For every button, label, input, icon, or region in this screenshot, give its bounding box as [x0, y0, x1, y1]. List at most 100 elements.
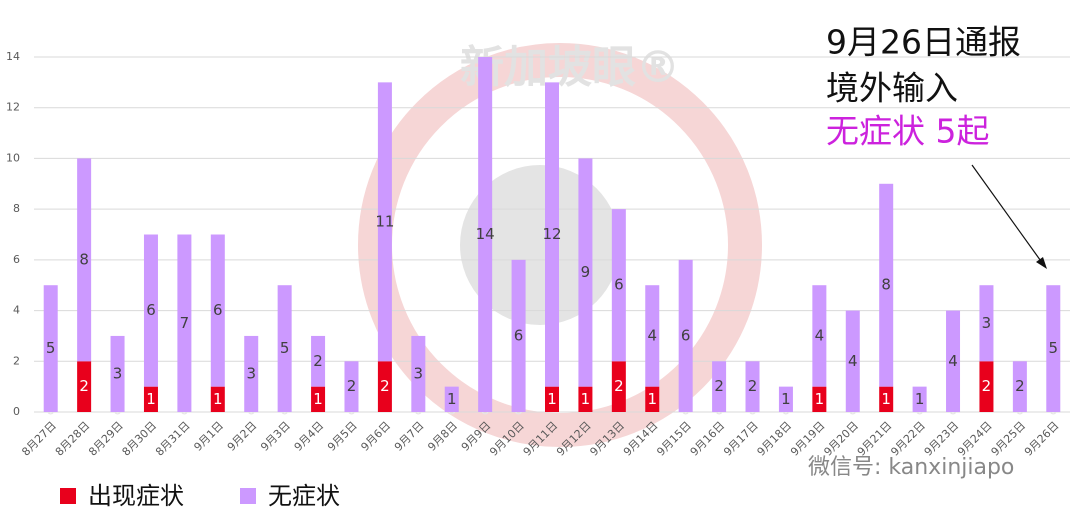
bar-segment	[578, 386, 593, 412]
y-tick-label: 14	[6, 50, 20, 63]
value-label: 6	[614, 276, 624, 294]
y-tick-label: 0	[13, 405, 20, 418]
bar-segment	[478, 57, 493, 412]
y-tick-label: 8	[13, 202, 20, 215]
value-label: 2	[380, 377, 390, 395]
bar-segment	[778, 386, 793, 412]
value-label: 6	[213, 301, 223, 319]
bar-segment	[110, 335, 125, 412]
x-tick-label: 9月25日	[989, 419, 1029, 459]
value-label: 3	[982, 314, 992, 332]
value-label: 14	[476, 225, 495, 243]
x-tick-label: 9月22日	[888, 419, 928, 459]
y-tick-label: 6	[13, 253, 20, 266]
value-label: 5	[1049, 339, 1059, 357]
y-tick-label: 2	[13, 354, 20, 367]
bar-segment	[77, 158, 92, 362]
bar-segment	[244, 335, 259, 412]
bar-segment	[979, 361, 994, 412]
value-label: 2	[714, 377, 724, 395]
bar-segment	[712, 361, 727, 412]
arrow-head	[1036, 257, 1047, 269]
value-label: 1	[213, 390, 223, 408]
annotation: 9月26日通报	[826, 23, 1021, 62]
value-label: 2	[982, 377, 992, 395]
value-label: 4	[948, 352, 958, 370]
annotation: 无症状 5起	[826, 112, 990, 151]
bar-segment	[444, 386, 459, 412]
bar-segment	[1046, 285, 1061, 412]
value-label: 1	[581, 390, 591, 408]
bar-segment	[277, 285, 292, 412]
bar-segment	[812, 386, 827, 412]
value-label: 1	[146, 390, 156, 408]
x-tick-label: 8月31日	[153, 419, 193, 459]
value-label: 2	[614, 377, 624, 395]
bar-segment	[511, 259, 526, 412]
bar-segment	[845, 310, 860, 412]
x-tick-label: 8月29日	[86, 419, 126, 459]
bar-segment	[545, 386, 559, 412]
value-label: 11	[375, 212, 394, 230]
value-label: 3	[246, 364, 256, 382]
x-tick-label: 9月4日	[292, 419, 327, 454]
x-tick-label: 9月8日	[425, 419, 460, 454]
x-tick-label: 9月19日	[788, 419, 828, 459]
value-label: 1	[447, 390, 457, 408]
value-label: 2	[1015, 377, 1025, 395]
value-label: 5	[280, 339, 290, 357]
bar-segment	[311, 386, 326, 412]
legend-label: 出现症状	[88, 482, 184, 510]
value-label: 1	[915, 390, 925, 408]
value-label: 1	[881, 390, 891, 408]
bar-segment	[645, 285, 660, 387]
bar-segment	[43, 285, 58, 412]
value-label: 4	[848, 352, 858, 370]
bar-segment	[879, 183, 894, 387]
bar-segment	[377, 82, 392, 362]
x-tick-label: 9月15日	[654, 419, 694, 459]
bar-segment	[311, 335, 326, 387]
bar-segment	[645, 386, 660, 412]
value-label: 1	[547, 390, 557, 408]
x-tick-label: 9月17日	[721, 419, 761, 459]
watermark-ring	[358, 43, 762, 447]
x-tick-label: 9月7日	[392, 419, 427, 454]
bar-segment	[545, 82, 559, 387]
x-tick-label: 9月5日	[325, 419, 360, 454]
bar-segment	[1012, 361, 1027, 412]
value-label: 2	[79, 377, 89, 395]
value-label: 3	[414, 364, 424, 382]
bar-segment	[979, 285, 994, 362]
bar-segment	[344, 361, 359, 412]
x-tick-label: 9月23日	[922, 419, 962, 459]
value-label: 1	[647, 390, 657, 408]
value-label: 2	[347, 377, 357, 395]
y-tick-label: 10	[6, 151, 20, 164]
legend-swatch	[60, 488, 76, 504]
wechat-id: 微信号: kanxinjiapo	[808, 455, 1014, 480]
bar-segment	[912, 386, 927, 412]
annotation-arrow	[971, 164, 1044, 265]
x-tick-label: 9月18日	[755, 419, 795, 459]
value-label: 7	[180, 314, 190, 332]
value-label: 1	[313, 390, 323, 408]
bar-segment	[745, 361, 760, 412]
y-tick-label: 4	[13, 304, 20, 317]
annotation: 境外输入	[826, 69, 958, 108]
bar-segment	[143, 234, 158, 387]
bar-segment	[143, 386, 158, 412]
value-label: 9	[581, 263, 591, 281]
bar-segment	[377, 361, 392, 412]
bar-segment	[411, 335, 426, 412]
value-label: 12	[542, 225, 561, 243]
value-label: 2	[313, 352, 323, 370]
x-tick-label: 9月24日	[955, 419, 995, 459]
value-label: 2	[748, 377, 758, 395]
y-tick-label: 12	[6, 101, 20, 114]
value-label: 4	[815, 326, 825, 344]
bar-segment	[177, 234, 192, 412]
value-label: 8	[79, 250, 89, 268]
value-label: 6	[681, 326, 691, 344]
